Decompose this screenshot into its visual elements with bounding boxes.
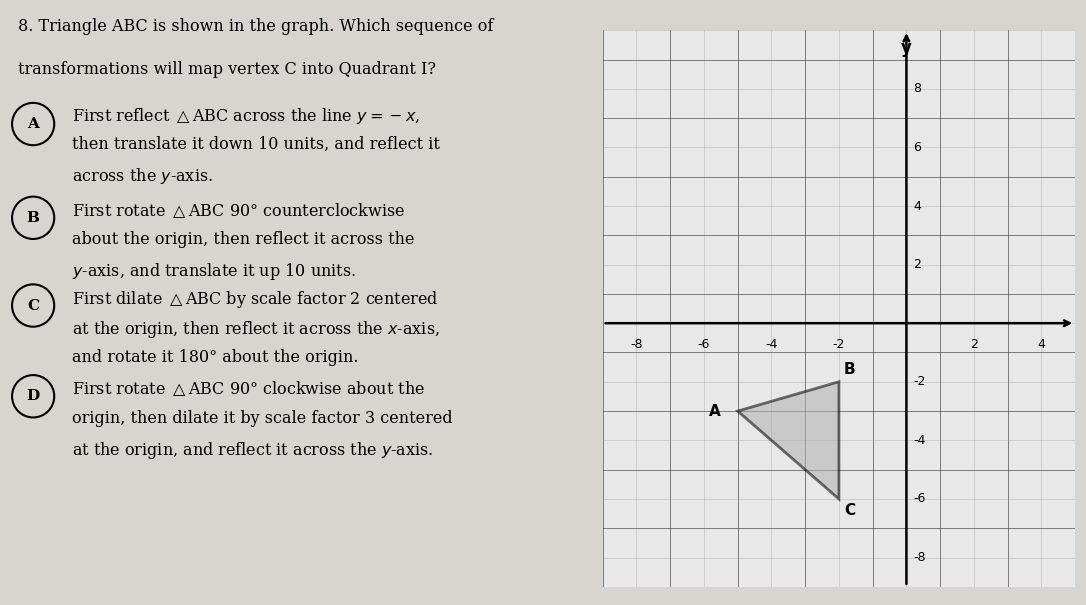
Text: then translate it down 10 units, and reflect it: then translate it down 10 units, and ref…	[73, 136, 440, 153]
Text: -6: -6	[913, 492, 925, 505]
Text: 8. Triangle ABC is shown in the graph. Which sequence of: 8. Triangle ABC is shown in the graph. W…	[18, 18, 493, 35]
Text: -6: -6	[698, 338, 710, 351]
Text: C: C	[27, 298, 39, 313]
Text: A: A	[709, 404, 721, 419]
Text: and rotate it 180° about the origin.: and rotate it 180° about the origin.	[73, 349, 358, 366]
Text: First dilate $\triangle$ABC by scale factor 2 centered: First dilate $\triangle$ABC by scale fac…	[73, 289, 439, 310]
Text: origin, then dilate it by scale factor 3 centered: origin, then dilate it by scale factor 3…	[73, 410, 453, 427]
Text: First rotate $\triangle$ABC 90° clockwise about the: First rotate $\triangle$ABC 90° clockwis…	[73, 379, 426, 398]
Text: First reflect $\triangle$ABC across the line $y = -x$,: First reflect $\triangle$ABC across the …	[73, 106, 420, 126]
Text: -4: -4	[913, 434, 925, 447]
Text: $y$-axis, and translate it up 10 units.: $y$-axis, and translate it up 10 units.	[73, 261, 356, 283]
Text: 4: 4	[1037, 338, 1046, 351]
Polygon shape	[737, 382, 839, 499]
Text: -4: -4	[766, 338, 778, 351]
Text: at the origin, then reflect it across the $x$-axis,: at the origin, then reflect it across th…	[73, 319, 440, 340]
Text: First rotate $\triangle$ABC 90° counterclockwise: First rotate $\triangle$ABC 90° counterc…	[73, 201, 405, 220]
Text: transformations will map vertex C into Quadrant I?: transformations will map vertex C into Q…	[18, 60, 437, 77]
Text: -2: -2	[913, 375, 925, 388]
Text: 2: 2	[913, 258, 921, 271]
Text: 2: 2	[970, 338, 977, 351]
Text: about the origin, then reflect it across the: about the origin, then reflect it across…	[73, 231, 415, 248]
Text: across the $y$-axis.: across the $y$-axis.	[73, 166, 213, 186]
Text: y: y	[901, 39, 912, 57]
Text: 8: 8	[913, 82, 921, 96]
Text: B: B	[27, 211, 40, 225]
Text: -8: -8	[913, 551, 925, 564]
Text: 6: 6	[913, 141, 921, 154]
Text: C: C	[844, 503, 855, 518]
Text: at the origin, and reflect it across the $y$-axis.: at the origin, and reflect it across the…	[73, 440, 433, 461]
Text: -8: -8	[630, 338, 643, 351]
Text: B: B	[844, 362, 856, 378]
Text: 4: 4	[913, 200, 921, 212]
Text: A: A	[27, 117, 39, 131]
Text: -2: -2	[833, 338, 845, 351]
Text: D: D	[26, 389, 40, 404]
